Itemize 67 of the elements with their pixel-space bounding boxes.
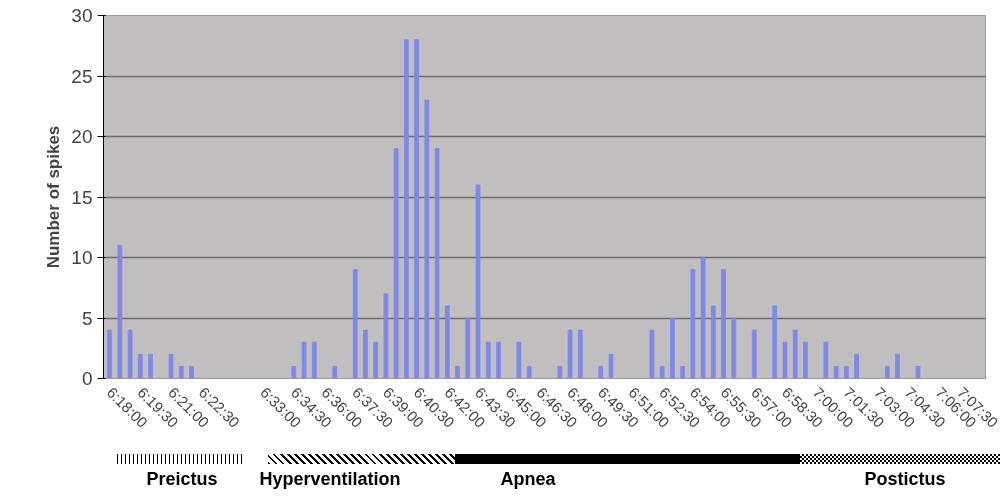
bar [424,99,430,379]
bar [854,353,859,379]
bar [608,353,614,379]
bar [444,305,450,379]
bar [496,341,501,379]
bar [414,39,419,379]
bar [189,366,194,379]
bar [311,341,317,379]
bar [690,269,696,379]
bar [731,317,737,379]
bar [895,353,900,379]
bar [792,329,798,379]
bar [148,353,153,379]
bar [844,366,849,379]
bar [475,184,481,379]
bar [117,245,123,379]
y-tick-label: 0 [81,368,93,389]
bar [567,329,573,379]
bar [526,366,532,379]
bar [137,353,143,379]
bar [393,148,399,379]
bar [884,366,890,379]
y-tick-label: 15 [71,186,93,208]
bar [670,317,675,379]
bar [301,341,307,379]
bar [915,366,921,379]
bar [352,269,358,379]
bar [291,366,297,379]
bar [782,341,788,379]
bar [803,341,808,379]
bar [557,366,563,379]
text: Postictus [863,469,947,490]
bar [404,39,409,379]
bar [649,329,655,379]
text: Hyperventilation [258,469,402,490]
y-tick-label: 25 [71,65,93,87]
bar [772,305,778,379]
y-axis-title: Number of spikes [44,125,64,269]
bar [178,366,184,379]
text: Preictus [146,469,218,489]
y-tick-label: 30 [71,5,93,26]
bar [107,329,112,379]
bar [465,317,471,379]
bar [833,366,839,379]
bar [373,341,379,379]
bar [127,329,133,379]
bar [700,257,706,379]
bar [383,293,389,379]
bar [598,366,604,379]
y-tick-label: 20 [71,126,93,147]
bar [577,329,583,379]
y-tick-label: 5 [81,307,93,329]
y-tick-label: 10 [71,247,93,268]
bar [721,269,726,379]
bar [659,366,665,379]
bar [516,341,522,379]
bar [710,305,716,379]
bar [332,366,338,379]
bar [168,353,174,379]
bar [434,148,440,379]
bar [363,329,368,379]
bar [680,366,685,379]
bar [751,329,757,379]
bar [823,341,829,379]
bar [485,341,491,379]
bar [455,366,460,379]
text: Apnea [499,469,557,490]
